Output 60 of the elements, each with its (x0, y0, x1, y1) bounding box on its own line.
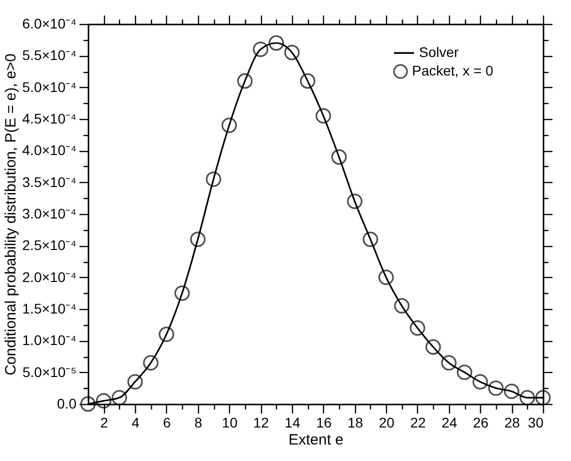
x-tick-label: 2 (100, 414, 108, 430)
point (237, 73, 253, 89)
y-tick-label: 2.0×10⁻⁴ (22, 268, 76, 285)
x-axis-title: Extent e (288, 432, 344, 448)
y-tick-label: 5.5×10⁻⁴ (22, 47, 76, 64)
point (174, 285, 190, 301)
x-tick-label: 24 (442, 414, 458, 430)
x-tick-label: 22 (410, 414, 426, 430)
point (472, 374, 488, 390)
x-tick-label: 14 (284, 414, 300, 430)
point (252, 42, 268, 58)
point (190, 232, 206, 248)
point (316, 108, 332, 124)
x-tick-label: 20 (378, 414, 395, 430)
y-tick-label: 2.5×10⁻⁴ (22, 237, 76, 254)
point (143, 355, 158, 371)
legend-label: Solver (419, 44, 460, 60)
x-tick-label: 28 (504, 414, 520, 430)
point (456, 364, 472, 380)
y-tick-label: 3.5×10⁻⁴ (22, 174, 76, 190)
y-tick-label: 6.0×10⁻⁴ (22, 16, 76, 32)
y-tick-label: 5.0×10⁻⁵ (22, 364, 76, 380)
y-tick-label: 1.0×10⁻⁴ (22, 332, 76, 348)
point (127, 374, 143, 390)
point (488, 380, 504, 396)
x-tick-label: 6 (163, 414, 172, 430)
point (347, 194, 362, 210)
y-tick-label: 4.5×10⁻⁴ (22, 110, 76, 126)
x-tick-label: 12 (253, 414, 270, 430)
point (96, 393, 112, 409)
y-axis-title: Conditional probability distribution, P(E = e), e>0 (2, 54, 20, 376)
y-tick-label: 4.0×10⁻⁴ (22, 142, 76, 158)
point (284, 44, 300, 60)
point (112, 390, 128, 406)
point (362, 232, 378, 248)
point (504, 384, 520, 400)
point (520, 390, 535, 406)
point (331, 149, 347, 165)
point (441, 355, 457, 371)
point (410, 320, 426, 336)
legend-label: Packet, x = 0 (412, 62, 494, 78)
y-tick-label: 1.5×10⁻⁴ (22, 300, 76, 316)
point (300, 73, 316, 89)
x-tick-label: 10 (222, 414, 238, 430)
x-tick-label: 30 (528, 414, 544, 430)
y-tick-label: 3.0×10⁻⁴ (22, 206, 76, 222)
x-tick-label: 18 (347, 414, 364, 430)
x-tick-label: 16 (316, 414, 332, 430)
point (268, 35, 284, 51)
y-tick-label: 5.0×10⁻⁴ (22, 78, 76, 95)
point (206, 171, 222, 187)
point (425, 339, 441, 355)
point (378, 270, 394, 286)
x-tick-label: 8 (194, 414, 202, 430)
y-tick-label: 0.0 (57, 396, 77, 412)
x-tick-label: 4 (132, 414, 140, 430)
x-tick-label: 26 (472, 414, 489, 430)
point (222, 118, 237, 134)
point (394, 298, 410, 314)
point (158, 326, 174, 342)
